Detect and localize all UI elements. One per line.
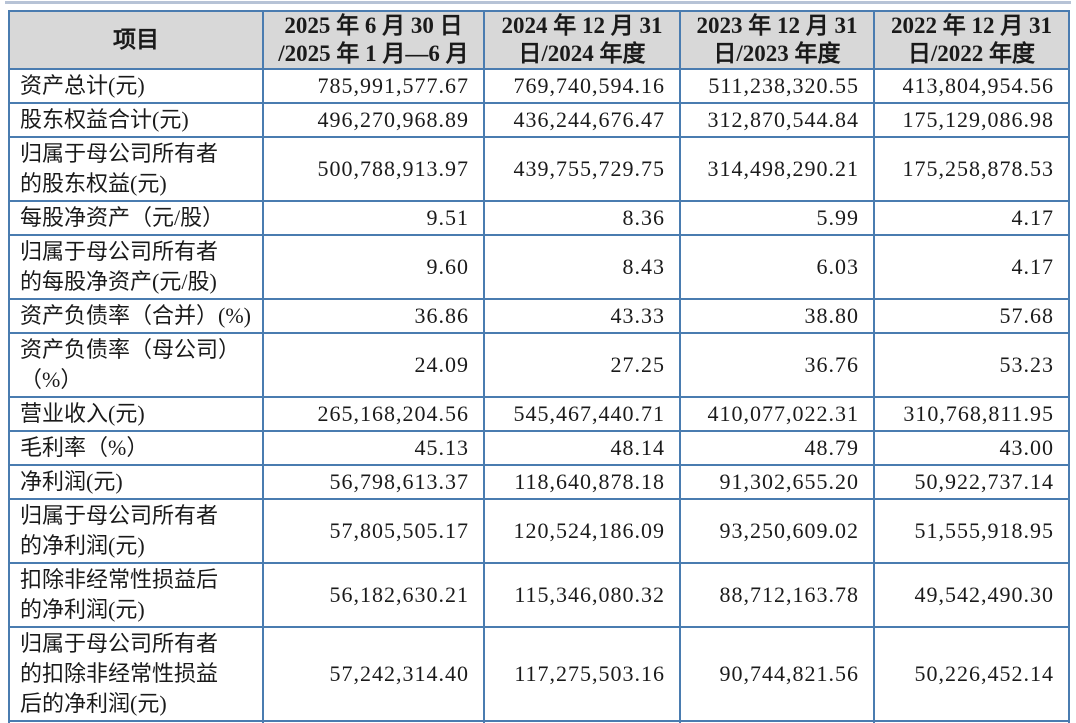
table-row: 净利润(元) 56,798,613.37 118,640,878.18 91,302,… [8,464,1070,500]
row-value [873,720,1070,723]
row-value: 9.60 [262,234,485,300]
row-label: 资产负债率（母公司） （%） [8,332,264,398]
row-value: 8.36 [483,200,681,236]
table-row: 归属于母公司所有者 的净利润(元) 57,805,505.17 120,524,18… [8,498,1070,564]
row-value: 500,788,913.97 [262,136,485,202]
row-value: 175,258,878.53 [873,136,1070,202]
row-value: 5.99 [679,200,875,236]
row-value: 436,244,676.47 [483,102,681,138]
row-value: 117,275,503.16 [483,626,681,722]
row-value: 36.76 [679,332,875,398]
row-value: 6.03 [679,234,875,300]
row-value: 769,740,594.16 [483,68,681,104]
row-value: 785,991,577.67 [262,68,485,104]
row-value: 53.23 [873,332,1070,398]
row-value: 88,712,163.78 [679,562,875,628]
column-header-item: 项目 [8,10,264,70]
row-value: 57,805,505.17 [262,498,485,564]
row-value: 43.00 [873,430,1070,466]
column-header-2022: 2022 年 12 月 31 日/2022 年度 [873,10,1070,70]
table-row: 股东权益合计(元) 496,270,968.89 436,244,676.47 312… [8,102,1070,138]
financial-summary-table: 项目 2025 年 6 月 30 日 /2025 年 1 月—6 月 2024 … [8,10,1070,723]
row-value: 38.80 [679,298,875,334]
row-label: 归属于母公司所有者 的扣除非经常性损益 后的净利润(元) [8,626,264,722]
row-value: 50,226,452.14 [873,626,1070,722]
row-value: 36.86 [262,298,485,334]
table-row: 归属于母公司所有者 的每股净资产(元/股) 9.60 8.43 6.03 4.17 [8,234,1070,300]
row-label: 资产总计(元) [8,68,264,104]
row-value: 48.79 [679,430,875,466]
row-value: 43.33 [483,298,681,334]
row-value: 90,744,821.56 [679,626,875,722]
row-value: 9.51 [262,200,485,236]
row-value: 27.25 [483,332,681,398]
row-value: 45.13 [262,430,485,466]
row-value: 118,640,878.18 [483,464,681,500]
table-row: 每股净资产（元/股） 9.51 8.36 5.99 4.17 [8,200,1070,236]
row-value: 51,555,918.95 [873,498,1070,564]
row-value: 50,922,737.14 [873,464,1070,500]
row-value: 175,129,086.98 [873,102,1070,138]
row-value: 56,798,613.37 [262,464,485,500]
financial-table-body: 资产总计(元) 785,991,577.67 769,740,594.16 511,2… [8,68,1070,723]
row-value: 56,182,630.21 [262,562,485,628]
row-value [262,720,485,723]
row-value: 4.17 [873,234,1070,300]
row-value: 4.17 [873,200,1070,236]
row-value: 48.14 [483,430,681,466]
row-label: 股东权益合计(元) [8,102,264,138]
row-value: 115,346,080.32 [483,562,681,628]
row-value: 265,168,204.56 [262,396,485,432]
row-label: 归属于母公司所有者 的净利润(元) [8,498,264,564]
row-value: 8.43 [483,234,681,300]
table-row: 归属于母公司所有者 的扣除非经常性损益 后的净利润(元) 57,242,314.4… [8,626,1070,722]
row-value [679,720,875,723]
table-row: 扣除非经常性损益后 的净利润(元) 56,182,630.21 115,346,08… [8,562,1070,628]
row-label: 资产负债率（合并）(%) [8,298,264,334]
row-value: 310,768,811.95 [873,396,1070,432]
table-row: 资产负债率（合并）(%) 36.86 43.33 38.80 57.68 [8,298,1070,334]
row-value: 410,077,022.31 [679,396,875,432]
row-value: 57.68 [873,298,1070,334]
table-row: 归属于母公司所有者 的股东权益(元) 500,788,913.97 439,755,… [8,136,1070,202]
column-header-2025: 2025 年 6 月 30 日 /2025 年 1 月—6 月 [262,10,485,70]
row-label: 毛利率（%） [8,430,264,466]
row-label: 归属于母公司所有者 的每股净资产(元/股) [8,234,264,300]
row-value: 49,542,490.30 [873,562,1070,628]
row-label: 加权平均净资产收益率 [8,720,264,723]
table-row: 资产总计(元) 785,991,577.67 769,740,594.16 511,2… [8,68,1070,104]
previous-row-border-line [5,1,1071,4]
row-value: 57,242,314.40 [262,626,485,722]
column-header-2023: 2023 年 12 月 31 日/2023 年度 [679,10,875,70]
row-value: 496,270,968.89 [262,102,485,138]
row-value [483,720,681,723]
row-value: 545,467,440.71 [483,396,681,432]
header-row: 项目 2025 年 6 月 30 日 /2025 年 1 月—6 月 2024 … [8,10,1070,70]
row-label: 归属于母公司所有者 的股东权益(元) [8,136,264,202]
row-value: 413,804,954.56 [873,68,1070,104]
row-value: 314,498,290.21 [679,136,875,202]
row-value: 120,524,186.09 [483,498,681,564]
row-value: 312,870,544.84 [679,102,875,138]
row-value: 439,755,729.75 [483,136,681,202]
table-row-partial: 加权平均净资产收益率 [8,720,1070,723]
column-header-2024: 2024 年 12 月 31 日/2024 年度 [483,10,681,70]
row-value: 91,302,655.20 [679,464,875,500]
row-label: 每股净资产（元/股） [8,200,264,236]
row-label: 净利润(元) [8,464,264,500]
row-label: 营业收入(元) [8,396,264,432]
row-label: 扣除非经常性损益后 的净利润(元) [8,562,264,628]
row-value: 93,250,609.02 [679,498,875,564]
table-row: 毛利率（%） 45.13 48.14 48.79 43.00 [8,430,1070,466]
table-row: 资产负债率（母公司） （%） 24.09 27.25 36.76 53.23 [8,332,1070,398]
row-value: 24.09 [262,332,485,398]
table-row: 营业收入(元) 265,168,204.56 545,467,440.71 410,0… [8,396,1070,432]
row-value: 511,238,320.55 [679,68,875,104]
